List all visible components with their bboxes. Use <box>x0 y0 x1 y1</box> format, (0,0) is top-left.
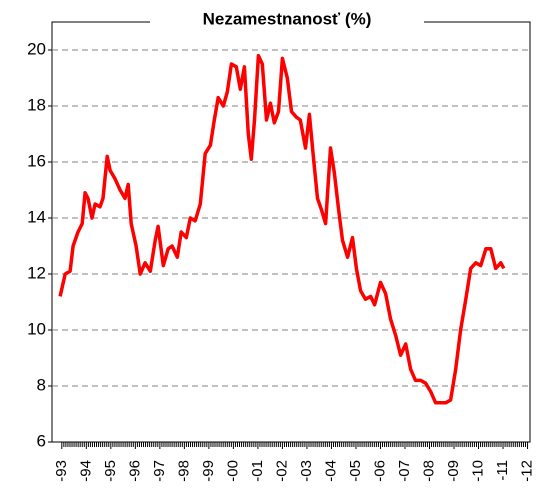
x-tick-label: -03 <box>298 460 315 482</box>
x-tick-label: -05 <box>347 460 364 482</box>
y-tick-label: 8 <box>37 375 46 394</box>
x-tick-label: -09 <box>445 460 462 482</box>
x-tick-label: -12 <box>519 460 536 482</box>
plot-frame <box>51 21 531 443</box>
data-line <box>58 53 506 405</box>
y-tick-label: 16 <box>27 151 46 170</box>
x-tick-label: -06 <box>371 460 388 482</box>
y-tick-label: 12 <box>27 263 46 282</box>
x-tick-label: -93 <box>53 460 70 482</box>
x-tick-label: -01 <box>249 460 266 482</box>
y-tick-label: 6 <box>37 431 46 450</box>
x-tick-label: -10 <box>469 460 486 482</box>
y-tick-label: 18 <box>27 95 46 114</box>
chart-title: Nezamestnanosť (%) <box>203 9 372 28</box>
x-tick-label: -98 <box>175 460 192 482</box>
y-tick-label: 10 <box>27 319 46 338</box>
y-tick-label: 20 <box>27 39 46 58</box>
x-tick-label: -07 <box>396 460 413 482</box>
x-tick-label: -95 <box>102 460 119 482</box>
title-background <box>150 8 424 34</box>
x-tick-label: -94 <box>77 460 94 482</box>
x-tick-label: -00 <box>224 460 241 482</box>
x-tick-label: -96 <box>126 460 143 482</box>
x-tick-label: -08 <box>420 460 437 482</box>
x-tick-label: -04 <box>322 460 339 482</box>
x-tick-label: -02 <box>273 460 290 482</box>
x-tick-label: -99 <box>200 460 217 482</box>
y-tick-label: 14 <box>27 207 46 226</box>
x-tick-label: -97 <box>151 460 168 482</box>
x-tick-label: -11 <box>494 460 511 481</box>
